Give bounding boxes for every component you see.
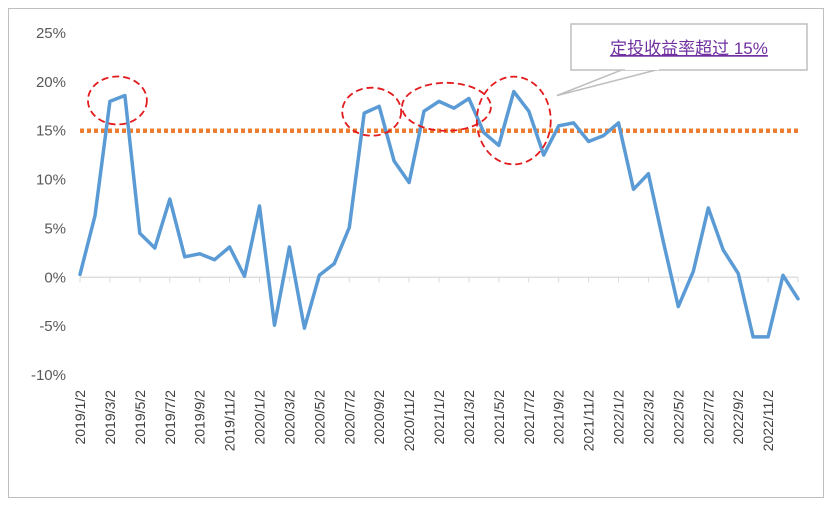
x-tick-label: 2020/11/2	[401, 390, 417, 451]
x-tick-label: 2020/7/2	[341, 390, 357, 445]
x-tick-label: 2022/3/2	[640, 390, 656, 445]
data-point	[288, 245, 291, 249]
data-point	[123, 94, 127, 97]
data-point	[617, 121, 620, 125]
data-point	[153, 246, 156, 250]
data-point	[707, 206, 710, 210]
data-point	[692, 270, 695, 273]
annotation-callout: 定投收益率超过 15%	[556, 23, 808, 97]
y-axis-tick-labels: 25% 20% 15% 10% 5% 0% -5% -10%	[31, 25, 66, 384]
data-point	[407, 181, 411, 184]
x-axis-tick-labels: 2019/1/2 2019/3/2 2019/5/2 2019/7/2 2019/9/2…	[72, 390, 776, 451]
data-point	[437, 100, 441, 103]
data-point	[557, 124, 560, 128]
x-tick-label: 2021/5/2	[491, 390, 507, 445]
x-tick-label: 2022/9/2	[730, 390, 746, 445]
data-point	[78, 273, 82, 276]
data-point	[662, 240, 665, 244]
y-tick-label: 20%	[36, 74, 66, 91]
x-tick-label: 2022/11/2	[760, 390, 776, 451]
data-point	[108, 100, 112, 103]
x-tick-label: 2020/3/2	[281, 390, 297, 445]
highlight-ellipses	[87, 75, 552, 166]
data-point	[168, 197, 171, 201]
data-point	[258, 204, 261, 208]
data-point	[348, 226, 351, 229]
x-tick-label: 2019/7/2	[162, 390, 178, 445]
y-tick-label: 15%	[36, 123, 66, 140]
data-point	[796, 297, 800, 300]
data-point	[273, 323, 276, 327]
x-tick-label: 2021/9/2	[551, 390, 567, 445]
data-point	[542, 153, 545, 157]
y-tick-label: 0%	[44, 269, 66, 286]
x-tick-label: 2021/11/2	[581, 390, 597, 451]
data-point	[243, 275, 246, 278]
y-tick-label: -5%	[39, 318, 66, 335]
data-point	[422, 109, 426, 113]
x-tick-label: 2022/5/2	[670, 390, 686, 445]
series-line	[78, 89, 800, 339]
data-point	[213, 258, 216, 261]
highlight-ellipse-peak-2021-mid	[475, 75, 552, 166]
annotation-pointer	[556, 68, 661, 97]
annotation-box	[570, 23, 808, 71]
x-tick-label: 2019/5/2	[132, 390, 148, 445]
data-point	[183, 255, 186, 258]
x-tick-label: 2020/5/2	[311, 390, 327, 445]
data-point	[497, 144, 501, 147]
data-point	[377, 105, 381, 108]
data-point	[333, 262, 336, 265]
data-point	[303, 326, 306, 330]
data-point	[228, 245, 231, 249]
x-tick-label: 2020/1/2	[252, 390, 268, 445]
data-point	[138, 232, 142, 235]
data-point	[572, 121, 575, 125]
y-tick-label: 10%	[36, 172, 66, 189]
x-tick-label: 2019/9/2	[192, 390, 208, 445]
y-tick-label: 25%	[36, 25, 66, 42]
data-point	[512, 90, 515, 93]
x-tick-label: 2019/3/2	[102, 390, 118, 445]
x-tick-label: 2021/3/2	[461, 390, 477, 445]
data-point	[602, 134, 605, 137]
data-point	[527, 109, 530, 113]
series-lines	[78, 89, 800, 339]
data-point	[392, 159, 396, 163]
data-point	[766, 335, 770, 339]
data-point	[587, 140, 590, 143]
x-tick-label: 2019/11/2	[222, 390, 238, 451]
data-point	[647, 172, 650, 175]
data-point	[467, 97, 471, 100]
data-point	[736, 272, 740, 275]
data-point	[363, 111, 366, 115]
data-point	[781, 274, 785, 277]
data-point	[318, 274, 321, 277]
data-point	[452, 107, 456, 110]
data-point	[722, 248, 725, 252]
y-tick-label: -10%	[31, 367, 66, 384]
data-point	[632, 188, 635, 191]
x-tick-label: 2020/9/2	[371, 390, 387, 445]
x-tick-label: 2022/1/2	[611, 390, 627, 445]
highlight-ellipse-peak-2020	[341, 86, 403, 137]
data-point	[93, 214, 97, 217]
data-point	[751, 335, 755, 339]
data-point	[198, 252, 201, 256]
data-point	[677, 305, 680, 308]
highlight-ellipse-peak-2019	[87, 75, 148, 126]
y-tick-label: 5%	[44, 220, 66, 237]
x-tick-label: 2021/7/2	[521, 390, 537, 445]
data-point	[482, 131, 486, 134]
x-tick-label: 2022/7/2	[700, 390, 716, 445]
annotation-text: 定投收益率超过 15%	[610, 39, 768, 58]
x-tick-label: 2019/1/2	[72, 390, 88, 445]
x-tick-label: 2021/1/2	[431, 390, 447, 445]
